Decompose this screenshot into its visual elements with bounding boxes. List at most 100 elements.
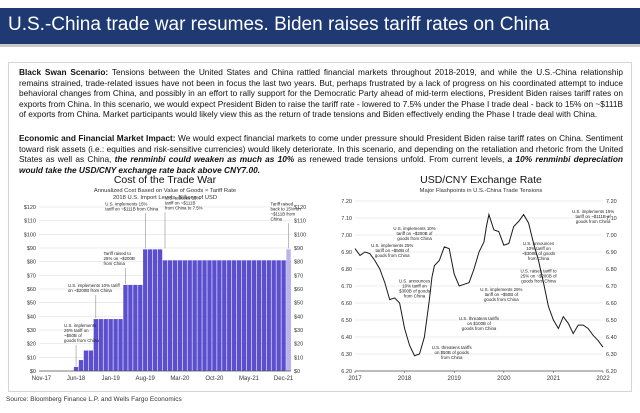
- bar: [271, 260, 276, 371]
- annotation-label: Tariff raised to: [103, 251, 131, 256]
- x-tick-label: May-21: [239, 376, 260, 382]
- annotation-label: U.S. threatens tariffs: [432, 345, 473, 350]
- annotation-label: goods from China: [64, 338, 99, 343]
- annotation-label: goods from China: [521, 278, 556, 283]
- annotation-label: goods from China: [375, 253, 410, 258]
- y-tick-label-right: 6.80: [606, 267, 617, 273]
- bar: [172, 260, 178, 371]
- annotation-label: back to 15% on: [271, 206, 302, 211]
- bar: [88, 350, 94, 371]
- bar: [152, 249, 158, 371]
- bar: [108, 319, 113, 371]
- annotation-label: tariff on ~$50B of: [485, 292, 519, 297]
- annotation-label: ~$50B of: [64, 333, 82, 338]
- bar: [276, 260, 281, 371]
- y-tick-label-right: 6.90: [606, 250, 617, 256]
- y-tick-label-right: $60: [294, 287, 303, 293]
- y-tick-label-right: $20: [294, 342, 303, 348]
- bar: [133, 284, 138, 371]
- y-tick-label-right: $30: [294, 328, 303, 334]
- scenario-label: Black Swan Scenario:: [19, 67, 109, 77]
- scenario-paragraph: Black Swan Scenario: Tensions between th…: [19, 67, 623, 120]
- bar: [148, 249, 153, 371]
- bar: [162, 260, 168, 371]
- annotation-label: tariff on ~$111B: [165, 200, 195, 205]
- bar: [157, 249, 163, 371]
- y-tick-label-left: $90: [27, 246, 36, 252]
- chart-title: Cost of the Trade War: [114, 174, 217, 186]
- chart-subtitle: Annualized Cost Based on Value of Goods …: [94, 188, 236, 194]
- annotation-label: U.S. announces: [523, 241, 555, 246]
- annotation-label: tariff on ~$200B of: [397, 231, 434, 236]
- annotation-label: from China: [103, 261, 125, 266]
- y-tick-label-left: 6.90: [341, 250, 352, 256]
- annotation-label: U.S. implements 25%: [480, 287, 522, 292]
- y-tick-label-left: $50: [27, 301, 36, 307]
- y-tick-label-left: 6.60: [341, 301, 352, 307]
- annotation-label: 25% tariff on: [64, 328, 89, 333]
- impact-emphasis-a: the renminbi could weaken as much as 10%: [114, 154, 295, 165]
- annotation-label: 10% tariff on: [402, 284, 427, 289]
- annotation-label: 10% tariff on: [526, 246, 551, 251]
- x-tick-label: Aug-19: [136, 376, 156, 382]
- bar: [217, 260, 222, 371]
- y-tick-label-left: 7.10: [341, 216, 352, 222]
- impact-label: Economic and Financial Market Impact:: [19, 133, 176, 143]
- x-tick-label: Mar-20: [170, 376, 190, 382]
- y-tick-label-right: $110: [294, 219, 306, 225]
- annotation-label: ~$300B of goods: [522, 251, 556, 256]
- x-tick-label: 2018: [398, 376, 412, 382]
- impact-text-a: We would expect financial markets to com…: [19, 133, 623, 165]
- y-tick-label-right: 6.60: [606, 301, 617, 307]
- bar: [202, 260, 207, 371]
- x-tick-label: 2019: [448, 376, 462, 382]
- y-tick-label-right: $10: [294, 355, 303, 361]
- annotation-label: U.S. threatens tariffs: [459, 316, 500, 321]
- chart-subtitle: Major Flashpoints in U.S.-China Trade Te…: [420, 188, 543, 194]
- annotation-label: U.S. implements 15%: [572, 209, 614, 214]
- annotation-label: goods from China: [484, 297, 519, 302]
- chart-subtitle-2: 2018 U.S. Import Levels, Billions of USD: [113, 195, 217, 201]
- y-tick-label-left: 6.80: [341, 267, 352, 273]
- y-tick-label-right: $0: [294, 369, 300, 375]
- annotation-label: from China: [528, 256, 550, 261]
- annotation-label: U.S. implements: [64, 323, 97, 328]
- bar: [78, 360, 84, 371]
- bar: [256, 260, 262, 371]
- x-tick-label: Oct-20: [205, 376, 224, 382]
- y-tick-label-right: $90: [294, 246, 303, 252]
- y-tick-label-left: 6.40: [341, 335, 352, 341]
- annotation-label: 25% on ~$200B: [103, 256, 134, 261]
- x-tick-label: Nov-17: [32, 376, 52, 382]
- annotation-label: tariff on ~$111B from China: [105, 206, 159, 211]
- annotation-label: on $50B of goods: [435, 350, 470, 355]
- x-tick-label: 2017: [348, 376, 362, 382]
- annotation-label: U.S. implements 15%: [105, 201, 147, 206]
- annotation-label: goods from China: [576, 219, 611, 224]
- x-tick-label: Jun-18: [67, 376, 86, 382]
- y-tick-label-right: 6.30: [606, 352, 617, 358]
- title-bar: U.S.-China trade war resumes. Biden rais…: [0, 8, 640, 47]
- y-tick-label-left: $100: [24, 232, 36, 238]
- bar: [251, 260, 257, 371]
- bar: [227, 260, 232, 371]
- bar: [182, 260, 187, 371]
- y-tick-label-left: 7.20: [341, 199, 352, 205]
- bar: [236, 260, 242, 371]
- y-tick-label-right: 6.70: [606, 284, 617, 290]
- annotation-label: from China: [441, 355, 463, 360]
- usdcny-line: [354, 212, 604, 357]
- bar: [266, 260, 271, 371]
- y-tick-label-left: $10: [27, 355, 36, 361]
- annotation-label: tariff on ~$50B of: [375, 248, 409, 253]
- bar: [177, 260, 182, 371]
- y-tick-label-right: 6.50: [606, 318, 617, 324]
- bar: [128, 284, 133, 371]
- y-tick-label-right: 7.00: [606, 233, 617, 239]
- bar: [113, 319, 118, 371]
- y-tick-label-right: $50: [294, 301, 303, 307]
- y-tick-label-right: $80: [294, 260, 303, 266]
- y-tick-label-right: $40: [294, 314, 303, 320]
- annotation-label: from China: [404, 294, 426, 299]
- annotation-label: Tariff raised: [271, 201, 294, 206]
